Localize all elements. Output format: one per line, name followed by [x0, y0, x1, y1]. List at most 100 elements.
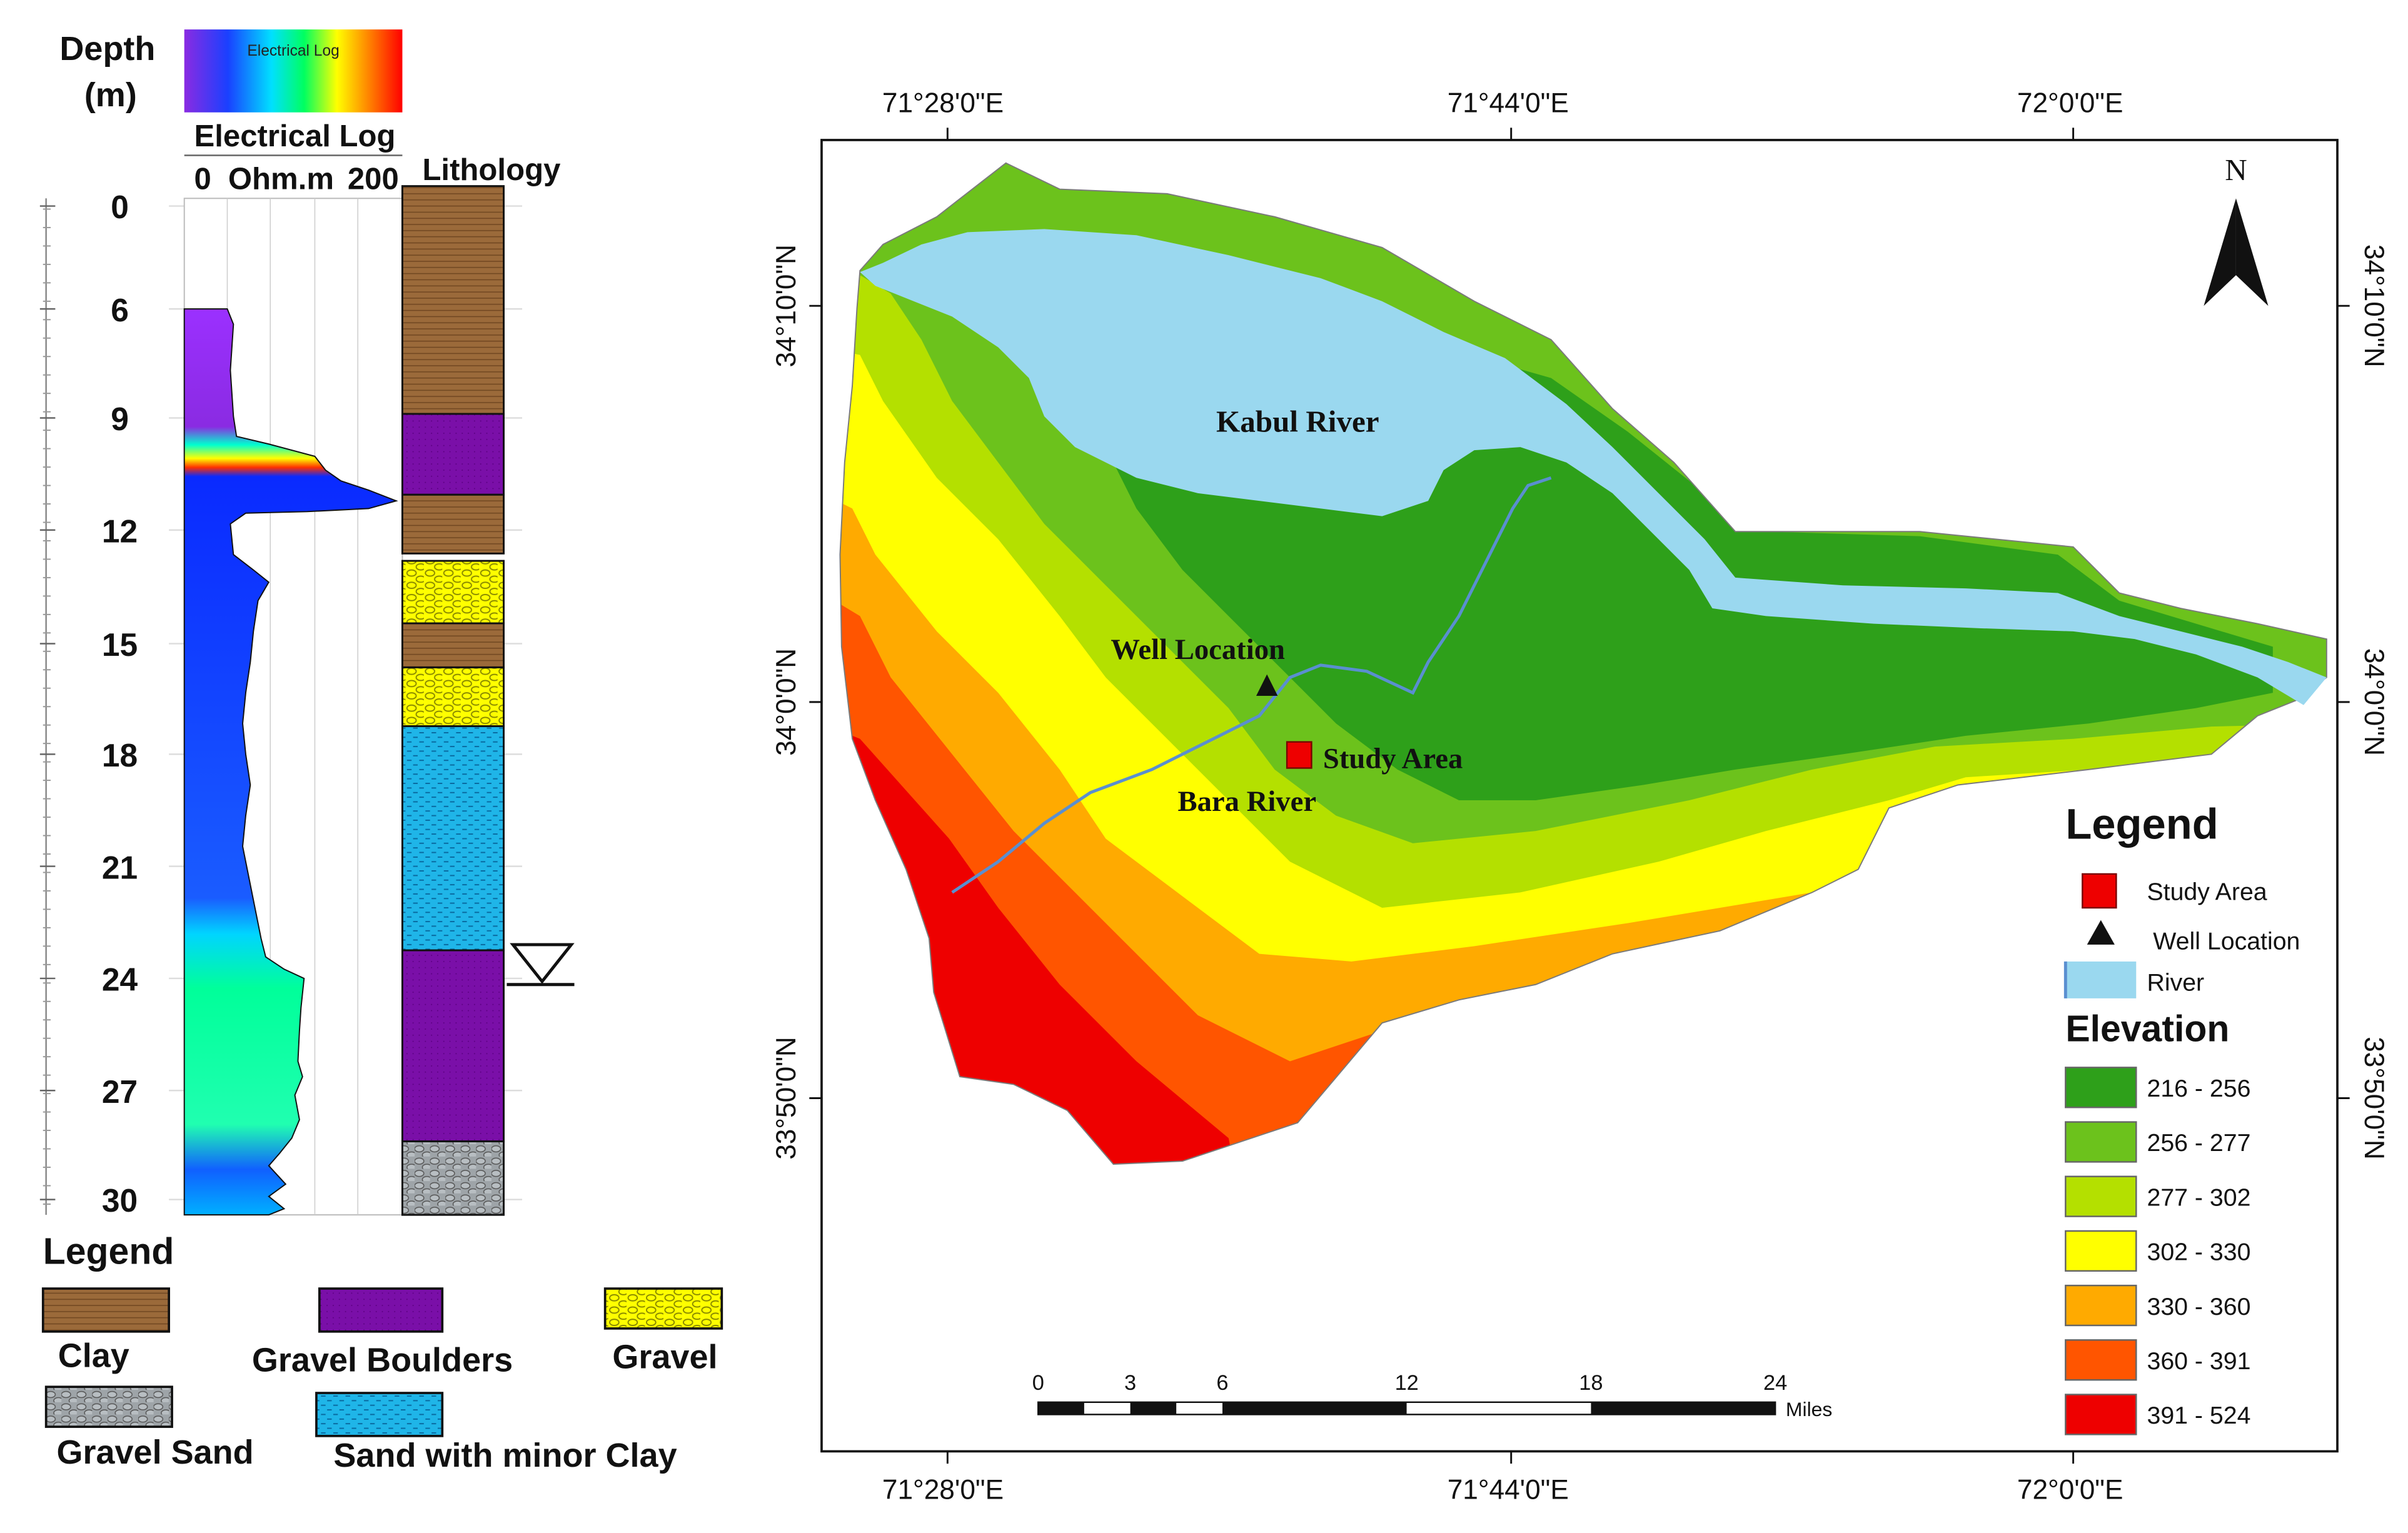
scale-bar-tick-label: 0	[1032, 1371, 1044, 1395]
depth-tick-label: 27	[102, 1073, 138, 1110]
legend-swatch-river	[2065, 961, 2137, 998]
scale-bar-tick-label: 24	[1763, 1371, 1787, 1395]
depth-tick-label: 30	[102, 1182, 138, 1219]
resistivity-curve	[183, 308, 398, 1216]
lon-label-top-2: 71°44'0"E	[1448, 88, 1569, 119]
elevation-legend-label: 330 - 360	[2147, 1293, 2250, 1320]
lithology-legend-title: Legend	[43, 1232, 174, 1272]
log-panel: Depth (m) Electrical Log Electrical Log …	[39, 29, 575, 1219]
lat-label-right-1: 34°10'0"N	[2359, 244, 2389, 368]
scale-bar-tick-label: 18	[1579, 1371, 1603, 1395]
depth-tick-label: 15	[102, 626, 138, 663]
legend-swatch-sand-minor-clay	[315, 1392, 444, 1437]
elevation-legend-swatch	[2065, 1067, 2137, 1108]
legend-swatch-well-location	[2087, 920, 2115, 945]
lat-label-left-1: 34°10'0"N	[771, 244, 802, 368]
log-title: Electrical Log	[194, 119, 396, 153]
elevation-legend-swatch	[2065, 1121, 2137, 1163]
lon-label-bottom-2: 71°44'0"E	[1448, 1475, 1569, 1505]
lithology-layer-gravel	[401, 560, 505, 625]
log-unit-max: 200	[348, 163, 399, 196]
scale-bar-tick-label: 6	[1216, 1371, 1228, 1395]
scale-bar-tick-label: 3	[1124, 1371, 1136, 1395]
scale-bar-segment	[1591, 1402, 1776, 1415]
log-unit-min: 0	[194, 163, 211, 196]
bara-river	[951, 476, 1552, 894]
elevation-legend-swatch	[2065, 1339, 2137, 1381]
elevation-legend-label: 216 - 256	[2147, 1075, 2250, 1102]
lithology-layer-clay	[401, 622, 505, 668]
north-arrow-icon: N	[2204, 153, 2269, 306]
kabul-river-label: Kabul River	[1216, 405, 1379, 439]
elevation-legend-swatch	[2065, 1394, 2137, 1435]
kabul-river	[860, 229, 2327, 705]
lithology-layer-gravel	[401, 666, 505, 728]
elevation-legend-swatch	[2065, 1175, 2137, 1217]
elevation-legend: 216 - 256 256 - 277 277 - 302 302 - 330 330 …	[2065, 1067, 2250, 1435]
map-legend: Legend Study Area Well Location River El…	[2063, 800, 2300, 1435]
legend-label-study-area: Study Area	[2147, 878, 2267, 906]
lithology-title: Lithology	[422, 153, 561, 187]
elevation-legend-swatch	[2065, 1284, 2137, 1327]
lon-label-bottom-1: 71°28'0"E	[882, 1475, 1004, 1505]
scale-bar-tick-label: 12	[1395, 1371, 1419, 1395]
elevation-legend-title: Elevation	[2065, 1009, 2229, 1050]
map-legend-title: Legend	[2065, 800, 2218, 848]
lithology-column	[401, 185, 505, 1216]
elevation-legend-label: 391 - 524	[2147, 1402, 2250, 1429]
lat-label-left-3: 33°50'0"N	[771, 1037, 802, 1160]
lithology-layer-gravel-boulders	[401, 949, 505, 1143]
lat-label-right-2: 34°0'0"N	[2359, 648, 2389, 756]
legend-label-clay: Clay	[58, 1337, 129, 1374]
map-panel: 71°28'0"E 71°44'0"E 72°0'0"E 71°28'0"E 7…	[771, 88, 2389, 1505]
study-area-marker	[1286, 741, 1312, 769]
scale-bar-segment	[1176, 1402, 1222, 1415]
study-boundary	[839, 162, 2327, 1165]
legend-swatch-clay	[41, 1287, 171, 1333]
study-area-label: Study Area	[1323, 742, 1463, 775]
scale-bar-segment	[1084, 1402, 1131, 1415]
depth-tick-label: 18	[102, 737, 138, 773]
lithology-legend: Legend Clay Gravel Boulders Gravel Grave…	[41, 1232, 723, 1474]
map-ticks	[809, 128, 2350, 1464]
colorbar-label: Electrical Log	[247, 43, 339, 59]
lat-label-right-3: 33°50'0"N	[2359, 1037, 2389, 1160]
legend-swatch-gravel	[603, 1287, 723, 1330]
legend-label-well-location: Well Location	[2153, 927, 2300, 955]
log-unit: Ohm.m	[228, 163, 334, 196]
lithology-layer-clay	[401, 185, 505, 415]
legend-label-river: River	[2147, 969, 2204, 997]
lon-label-top-1: 71°28'0"E	[882, 88, 1004, 119]
legend-swatch-gravel-boulders	[318, 1287, 444, 1333]
elevation-legend-label: 256 - 277	[2147, 1129, 2250, 1157]
scale-bar-segment	[1222, 1402, 1407, 1415]
depth-tick-label: 6	[111, 292, 129, 328]
depth-tick-label: 21	[102, 849, 138, 885]
lithology-layer-gravel-sand	[401, 1140, 505, 1216]
legend-swatch-study-area	[2082, 873, 2117, 909]
lithology-layer-clay	[401, 493, 505, 555]
legend-label-sand-minor-clay: Sand with minor Clay	[333, 1437, 677, 1474]
depth-tick-label: 0	[111, 189, 129, 225]
well-location-label: Well Location	[1111, 633, 1285, 666]
elevation-legend-swatch	[2065, 1230, 2137, 1272]
depth-tick-label: 9	[111, 401, 129, 437]
depth-header: Depth	[59, 30, 155, 68]
legend-swatch-gravel-sand	[44, 1385, 173, 1428]
elevation-legend-label: 277 - 302	[2147, 1184, 2250, 1211]
depth-unit-header: (m)	[84, 76, 137, 114]
legend-label-gravel-boulders: Gravel Boulders	[252, 1342, 513, 1379]
water-table-icon	[506, 943, 575, 987]
elevation-legend-label: 360 - 391	[2147, 1347, 2250, 1375]
scale-bar: 0 3 6 12 18 24 Miles	[1032, 1371, 1833, 1420]
scale-bar-segment	[1406, 1402, 1591, 1415]
depth-tick-label: 24	[102, 962, 138, 998]
lat-label-left-2: 34°0'0"N	[771, 648, 802, 756]
scale-bar-segment	[1038, 1402, 1084, 1415]
electrical-log-colorbar	[184, 29, 403, 113]
north-label: N	[2225, 153, 2247, 187]
depth-tick-label: 12	[102, 513, 138, 549]
elevation-legend-label: 302 - 330	[2147, 1239, 2250, 1266]
scale-bar-segment	[1130, 1402, 1177, 1415]
